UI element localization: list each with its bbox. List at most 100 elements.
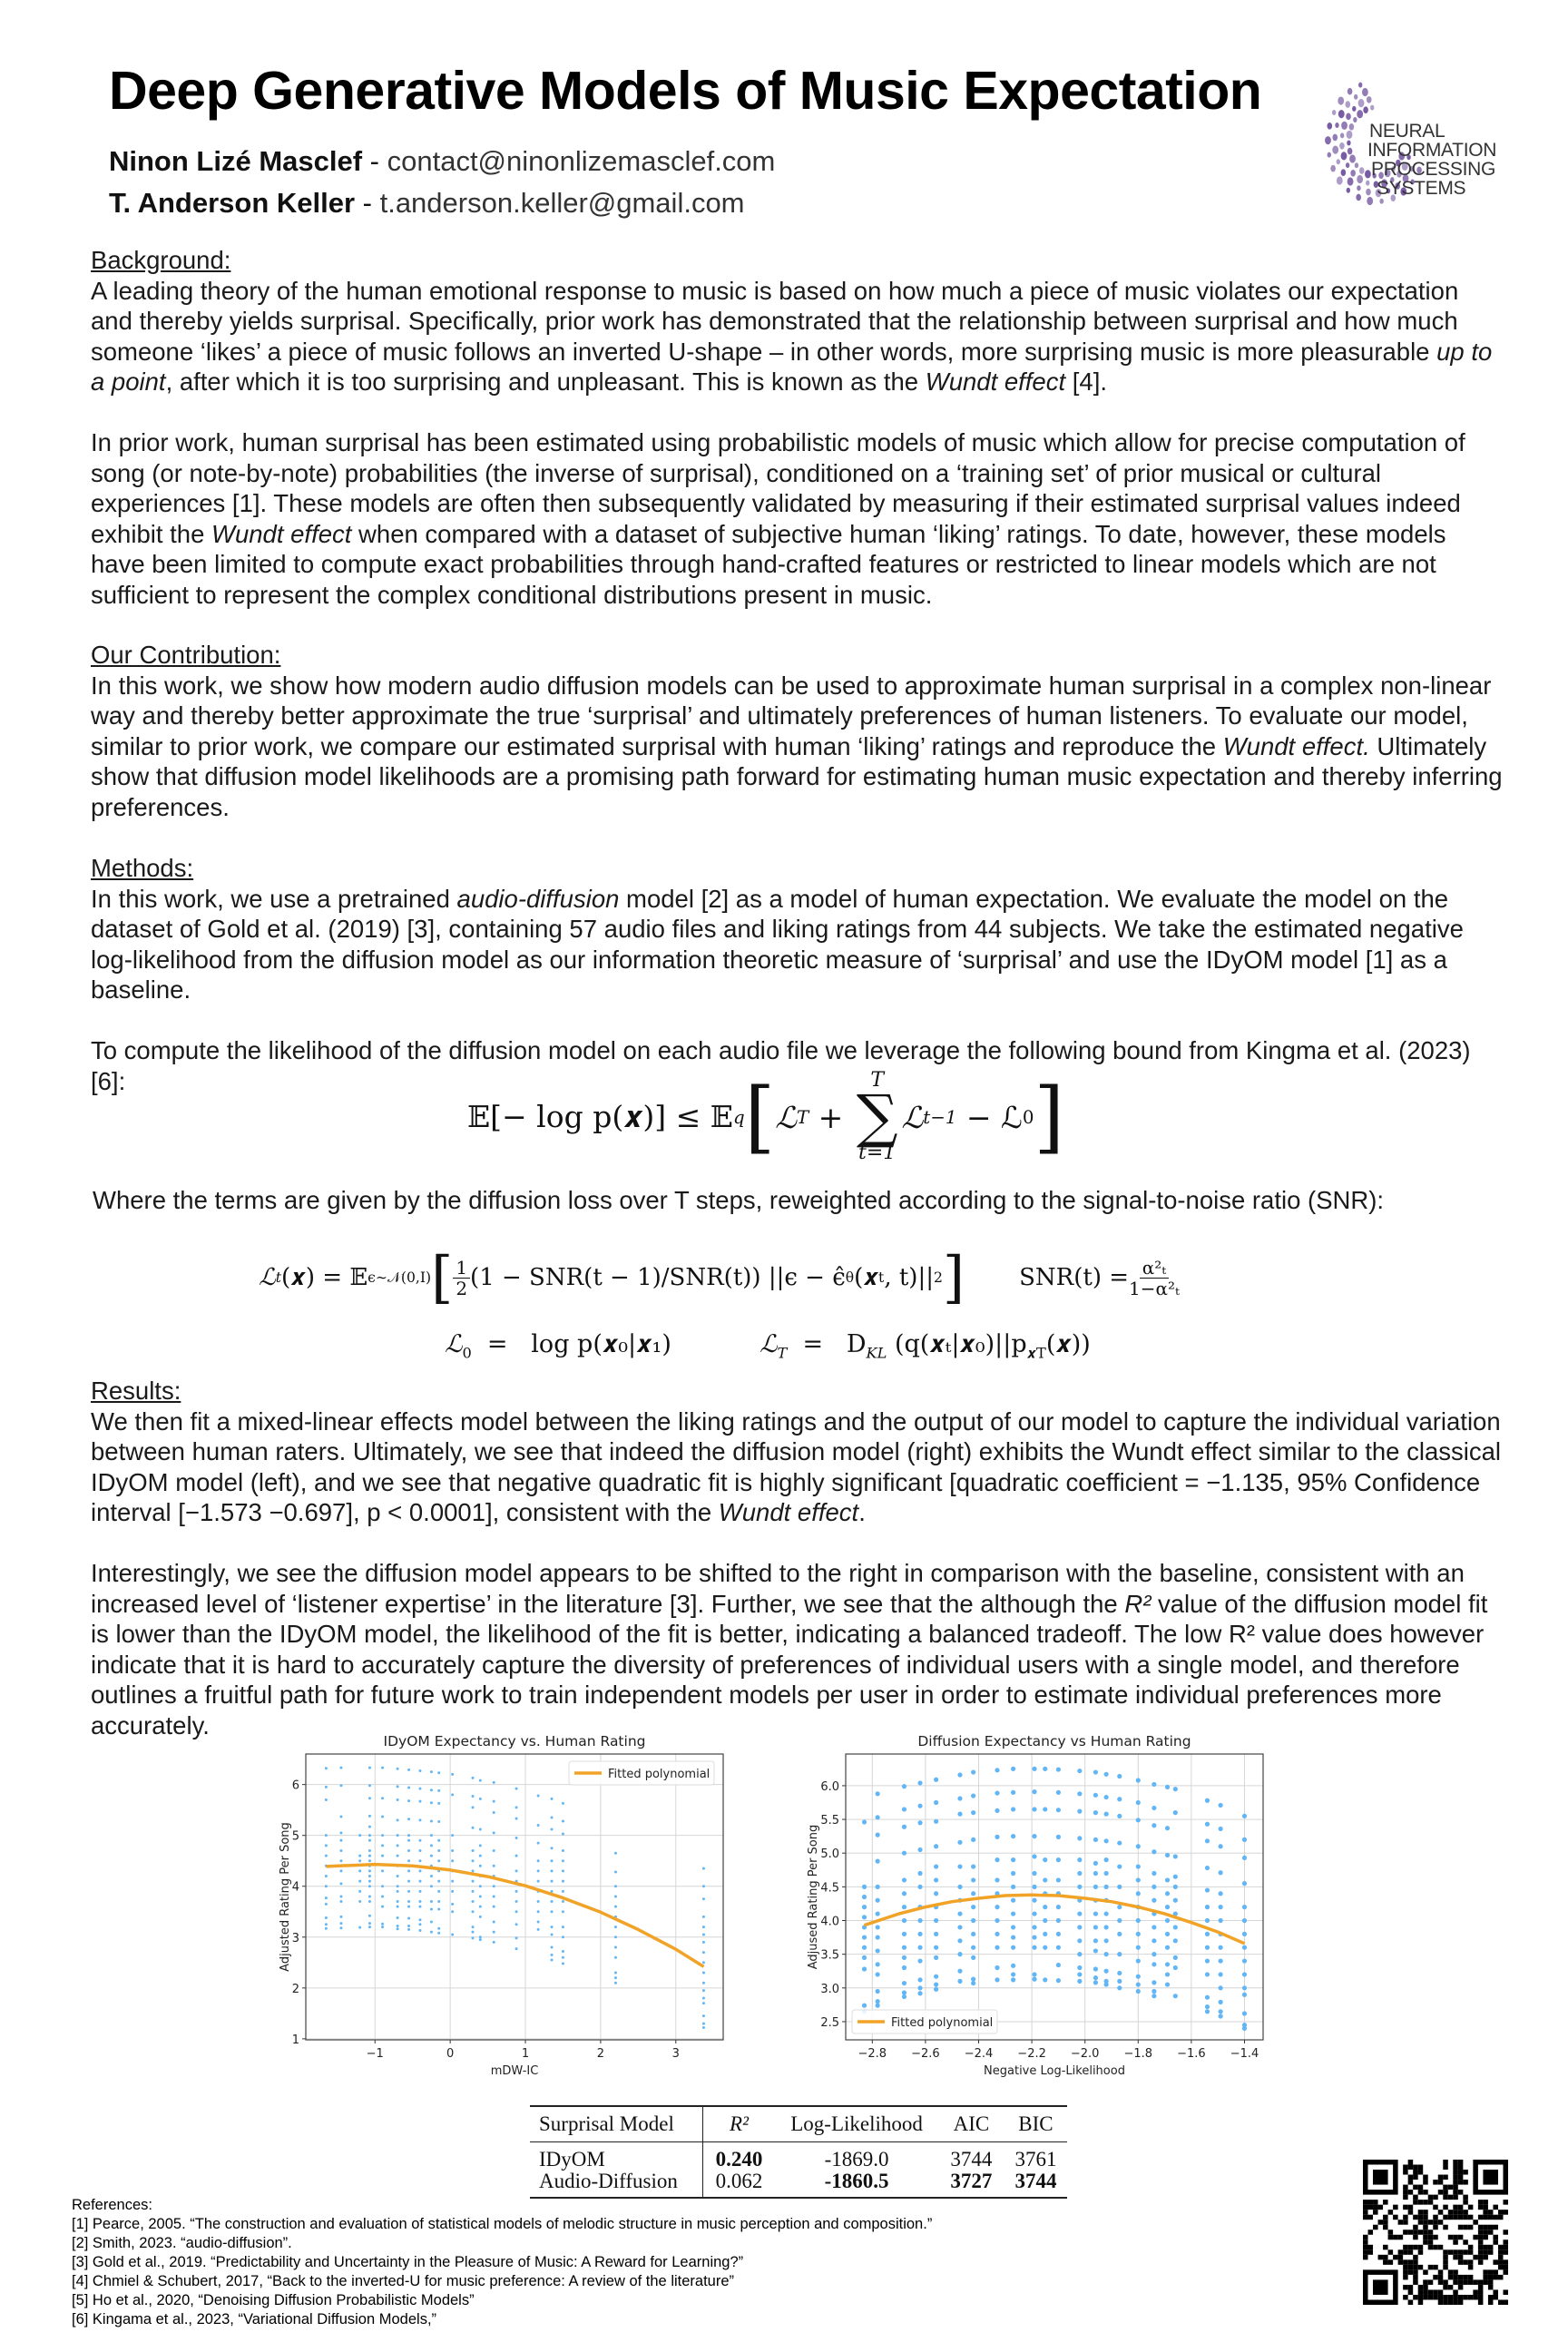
scatter-point [701, 1951, 705, 1955]
qr-module [1433, 2289, 1438, 2295]
scatter-point [701, 1926, 705, 1929]
qr-module [1483, 2210, 1488, 2215]
scatter-point [1172, 1854, 1178, 1859]
text-run: A leading theory of the human emotional … [91, 276, 1459, 366]
scatter-point [613, 1926, 617, 1929]
scatter-point [1218, 1917, 1223, 1924]
paragraph: Interestingly, we see the diffusion mode… [91, 1558, 1506, 1740]
author-email[interactable]: t.anderson.keller@gmail.com [379, 187, 745, 219]
scatter-point [550, 1933, 554, 1936]
scatter-point [995, 1834, 1000, 1839]
scatter-point [1032, 1945, 1037, 1950]
qr-module [1423, 2224, 1428, 2230]
scatter-point [875, 1972, 880, 1977]
scatter-point [1103, 1925, 1109, 1930]
logo-dot [1354, 162, 1359, 169]
logo-dot [1416, 166, 1422, 174]
scatter-point [934, 1844, 939, 1849]
qr-module [1437, 2180, 1444, 2185]
qr-code-icon[interactable] [1363, 2160, 1508, 2305]
scatter-point [901, 1891, 907, 1896]
results-section: Results: We then fit a mixed-linear effe… [91, 1376, 1506, 1740]
column-header: Log-Likelihood [773, 2107, 938, 2142]
scatter-point [701, 1996, 705, 2000]
qr-module [1377, 2204, 1384, 2210]
qr-module [1463, 2214, 1468, 2220]
scatter-point [971, 1864, 976, 1869]
logo-dot [1378, 172, 1384, 180]
scatter-point [957, 1864, 963, 1869]
qr-module [1493, 2294, 1498, 2300]
eq-text: t [878, 1269, 885, 1286]
scatter-point [901, 1850, 907, 1856]
qr-module [1497, 2249, 1504, 2255]
qr-module [1443, 2224, 1448, 2230]
scatter-point [1241, 2025, 1248, 2031]
scatter-point [901, 1807, 907, 1812]
y-tick-label: 4 [292, 1881, 299, 1895]
qr-module [1363, 2214, 1368, 2220]
qr-module [1407, 2284, 1414, 2290]
scatter-point [1103, 1870, 1109, 1877]
scatter-point [1164, 1877, 1171, 1883]
scatter-point [1103, 1938, 1109, 1944]
scatter-point [339, 1766, 343, 1769]
scatter-point [1204, 1798, 1210, 1803]
qr-module [1417, 2244, 1424, 2250]
x-tick-label: −2.8 [858, 2047, 887, 2061]
scatter-point [1241, 1881, 1248, 1886]
qr-module [1483, 2269, 1488, 2275]
logo-dot [1338, 96, 1345, 105]
column-header: BIC [1002, 2107, 1067, 2142]
logo-dot [1335, 122, 1339, 128]
y-tick-label: 3.5 [820, 1949, 839, 1963]
scatter-point [550, 1953, 554, 1956]
qr-module [1493, 2234, 1498, 2240]
qr-module [1493, 2224, 1498, 2230]
qr-module [1413, 2259, 1418, 2265]
scatter-point [1241, 1931, 1248, 1936]
scatter-point [1241, 2011, 1248, 2016]
scatter-point [550, 1958, 554, 1962]
model-cell: Audio-Diffusion [530, 2170, 703, 2197]
scatter-point [561, 1949, 564, 1953]
scatter-point [368, 1797, 371, 1800]
scatter-point [917, 1847, 923, 1853]
scatter-point [437, 1771, 441, 1775]
logo-dot [1373, 181, 1379, 189]
scatter-point [1135, 1844, 1141, 1849]
qr-module [1443, 2190, 1448, 2195]
scatter-point [1218, 1802, 1223, 1808]
scatter-point [451, 1910, 455, 1914]
eq-text: t [275, 1269, 282, 1286]
scatter-point [901, 1990, 907, 1995]
qr-module [1367, 2244, 1374, 2250]
scatter-point [1032, 1789, 1037, 1795]
qr-module [1463, 2180, 1468, 2185]
qr-module [1407, 2249, 1414, 2255]
logo-dot [1381, 179, 1387, 188]
qr-module [1417, 2170, 1424, 2175]
scatter-point [875, 1999, 880, 2004]
scatter-point [536, 1879, 540, 1883]
eq-text: 2 [933, 1269, 943, 1286]
scatter-point [396, 1834, 399, 1838]
scatter-point [561, 1962, 564, 1965]
logo-dot [1358, 82, 1363, 88]
scatter-point [536, 1900, 540, 1904]
qr-module [1493, 2239, 1498, 2245]
qr-module [1393, 2214, 1398, 2220]
qr-module [1393, 2204, 1398, 2210]
scatter-point [1204, 1994, 1210, 2000]
scatter-point [339, 1915, 343, 1918]
qr-module [1407, 2259, 1414, 2265]
scatter-point [1241, 1985, 1248, 1991]
scatter-point [1218, 1999, 1223, 2004]
author-email[interactable]: contact@ninonlizemasclef.com [387, 145, 776, 177]
scatter-point [1010, 1911, 1016, 1916]
logo-dot [1367, 196, 1374, 205]
scatter-point [396, 1785, 399, 1788]
x-tick-label: −1 [367, 2047, 384, 2061]
scatter-point [368, 1834, 371, 1838]
qr-module [1403, 2194, 1408, 2200]
